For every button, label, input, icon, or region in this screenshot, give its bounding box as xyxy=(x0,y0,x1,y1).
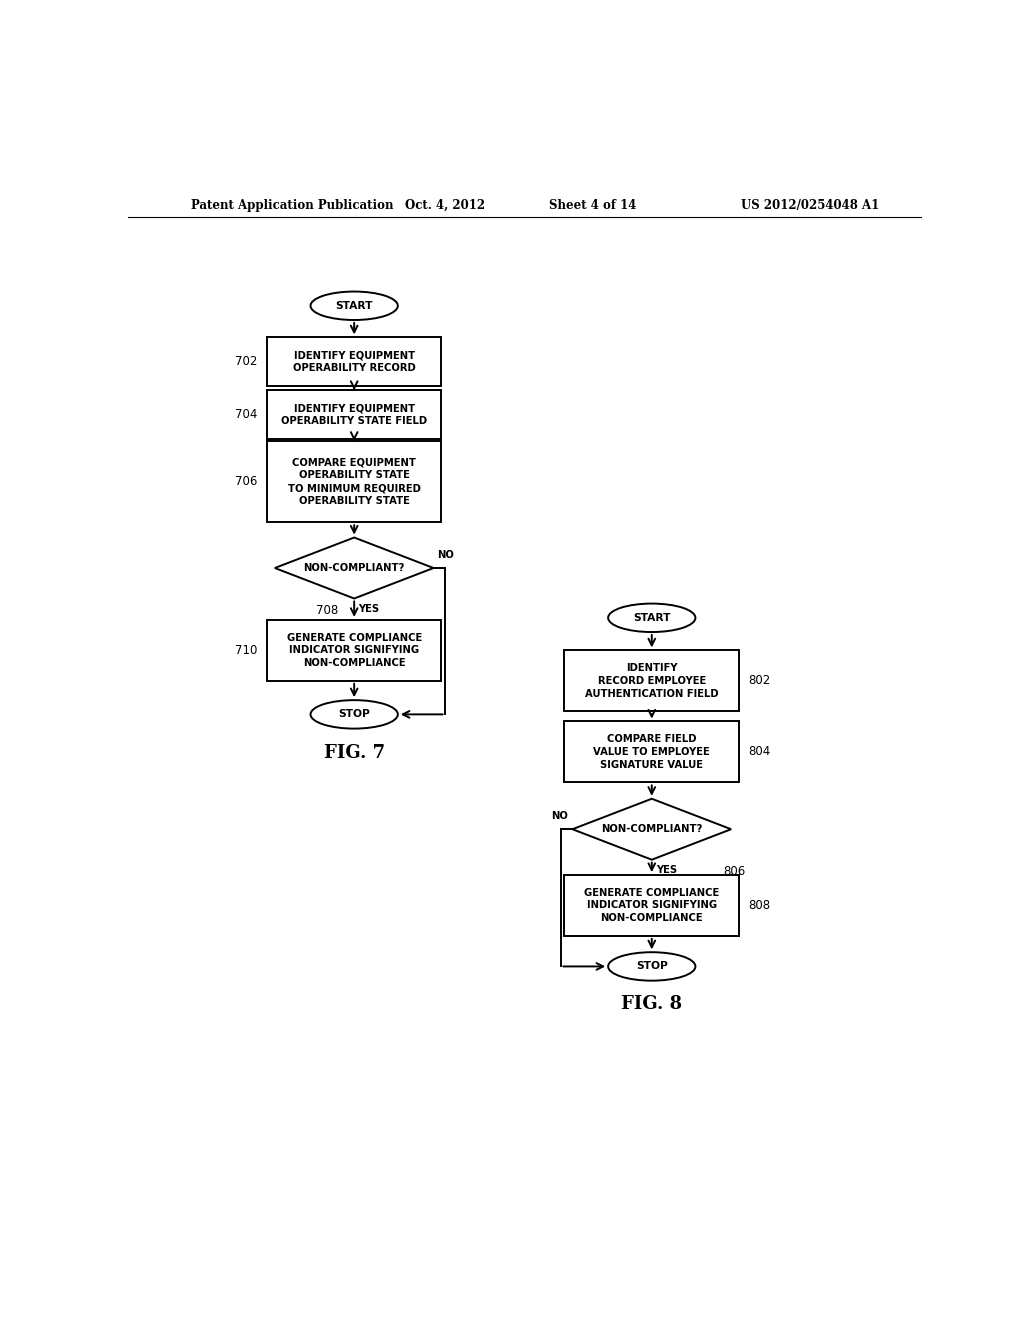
Text: NON-COMPLIANT?: NON-COMPLIANT? xyxy=(303,564,404,573)
Text: GENERATE COMPLIANCE
INDICATOR SIGNIFYING
NON-COMPLIANCE: GENERATE COMPLIANCE INDICATOR SIGNIFYING… xyxy=(287,632,422,668)
Text: GENERATE COMPLIANCE
INDICATOR SIGNIFYING
NON-COMPLIANCE: GENERATE COMPLIANCE INDICATOR SIGNIFYING… xyxy=(584,887,720,923)
Text: STOP: STOP xyxy=(636,961,668,972)
Text: START: START xyxy=(336,301,373,310)
Text: COMPARE FIELD
VALUE TO EMPLOYEE
SIGNATURE VALUE: COMPARE FIELD VALUE TO EMPLOYEE SIGNATUR… xyxy=(593,734,711,770)
Ellipse shape xyxy=(310,292,397,319)
FancyBboxPatch shape xyxy=(267,441,441,523)
Text: COMPARE EQUIPMENT
OPERABILITY STATE
TO MINIMUM REQUIRED
OPERABILITY STATE: COMPARE EQUIPMENT OPERABILITY STATE TO M… xyxy=(288,458,421,506)
Text: START: START xyxy=(633,612,671,623)
FancyBboxPatch shape xyxy=(267,620,441,681)
Ellipse shape xyxy=(608,603,695,632)
Polygon shape xyxy=(274,537,433,598)
Text: STOP: STOP xyxy=(338,709,370,719)
Text: Patent Application Publication: Patent Application Publication xyxy=(191,198,394,211)
Text: IDENTIFY
RECORD EMPLOYEE
AUTHENTICATION FIELD: IDENTIFY RECORD EMPLOYEE AUTHENTICATION … xyxy=(585,663,719,698)
Text: Oct. 4, 2012: Oct. 4, 2012 xyxy=(406,198,485,211)
Text: FIG. 8: FIG. 8 xyxy=(622,995,682,1012)
Text: IDENTIFY EQUIPMENT
OPERABILITY RECORD: IDENTIFY EQUIPMENT OPERABILITY RECORD xyxy=(293,350,416,374)
Text: 806: 806 xyxy=(723,865,745,878)
FancyBboxPatch shape xyxy=(564,722,739,783)
Text: US 2012/0254048 A1: US 2012/0254048 A1 xyxy=(741,198,880,211)
Text: 702: 702 xyxy=(234,355,257,368)
Text: NO: NO xyxy=(437,550,455,560)
FancyBboxPatch shape xyxy=(267,391,441,440)
Text: 804: 804 xyxy=(749,746,771,759)
Text: 706: 706 xyxy=(234,475,257,488)
Text: FIG. 7: FIG. 7 xyxy=(324,744,385,762)
Text: IDENTIFY EQUIPMENT
OPERABILITY STATE FIELD: IDENTIFY EQUIPMENT OPERABILITY STATE FIE… xyxy=(282,403,427,426)
Text: 710: 710 xyxy=(234,644,257,657)
Text: YES: YES xyxy=(358,603,379,614)
FancyBboxPatch shape xyxy=(564,875,739,936)
Ellipse shape xyxy=(310,700,397,729)
Text: Sheet 4 of 14: Sheet 4 of 14 xyxy=(549,198,636,211)
Text: 708: 708 xyxy=(316,603,338,616)
Polygon shape xyxy=(572,799,731,859)
Text: 808: 808 xyxy=(749,899,771,912)
Text: 802: 802 xyxy=(749,675,771,688)
FancyBboxPatch shape xyxy=(267,338,441,385)
Text: NON-COMPLIANT?: NON-COMPLIANT? xyxy=(601,824,702,834)
Text: NO: NO xyxy=(552,810,568,821)
Text: YES: YES xyxy=(655,865,677,875)
Text: 704: 704 xyxy=(234,408,257,421)
FancyBboxPatch shape xyxy=(564,651,739,711)
Ellipse shape xyxy=(608,952,695,981)
